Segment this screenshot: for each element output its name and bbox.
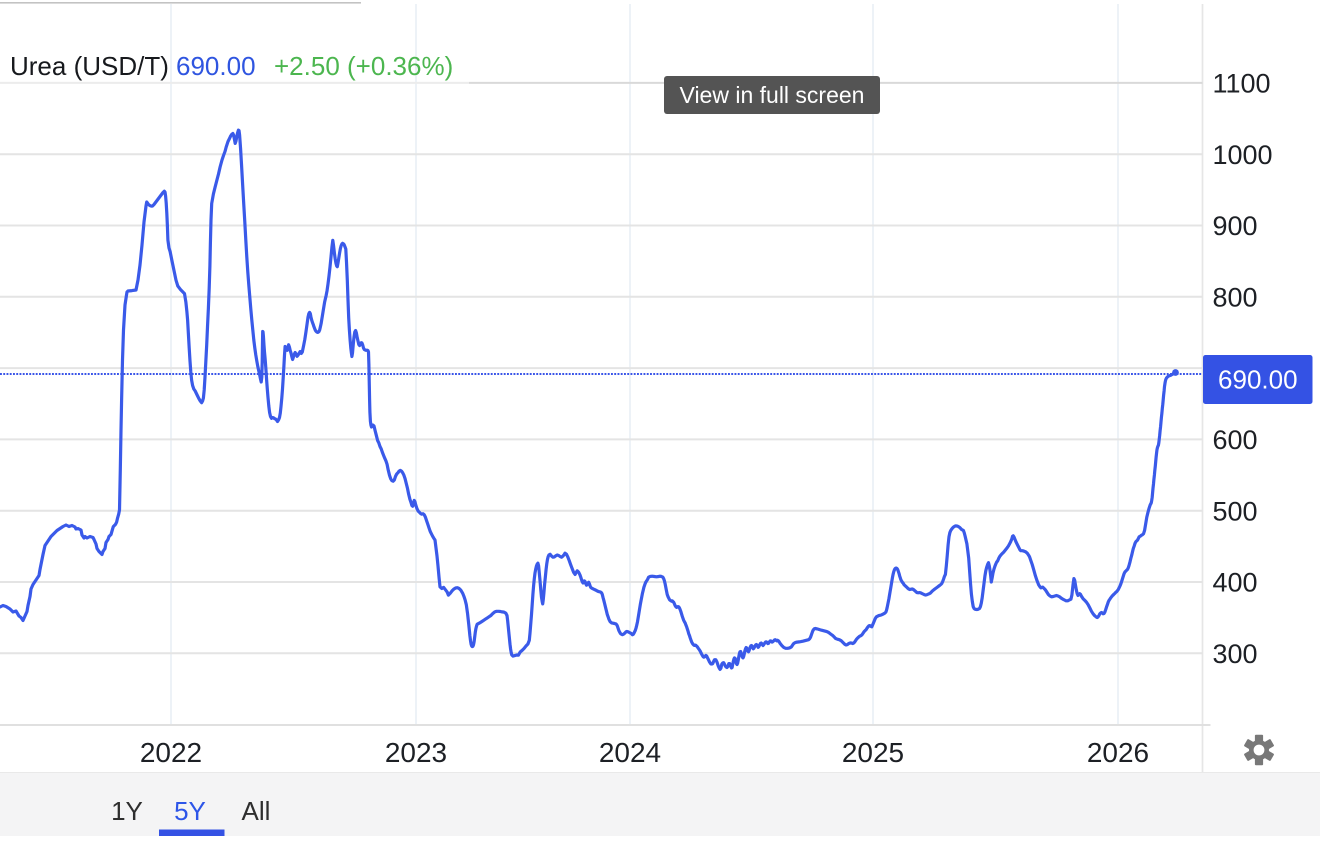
svg-text:2022: 2022 — [140, 737, 202, 768]
svg-text:800: 800 — [1213, 282, 1258, 312]
svg-text:View in full screen: View in full screen — [680, 82, 865, 108]
svg-text:+2.50 (+0.36%): +2.50 (+0.36%) — [274, 51, 453, 81]
svg-text:2026: 2026 — [1087, 737, 1149, 768]
svg-text:2023: 2023 — [385, 737, 447, 768]
svg-text:5Y: 5Y — [174, 796, 206, 826]
svg-text:1000: 1000 — [1213, 140, 1273, 170]
svg-text:Urea (USD/T): Urea (USD/T) — [10, 51, 169, 81]
svg-text:600: 600 — [1213, 425, 1258, 455]
svg-text:300: 300 — [1213, 639, 1258, 669]
svg-text:2025: 2025 — [842, 737, 904, 768]
svg-text:All: All — [242, 796, 271, 826]
svg-text:2024: 2024 — [599, 737, 661, 768]
svg-text:690.00: 690.00 — [1218, 365, 1298, 395]
svg-text:500: 500 — [1213, 496, 1258, 526]
svg-text:1100: 1100 — [1213, 69, 1271, 99]
svg-text:690.00: 690.00 — [176, 51, 256, 81]
svg-text:400: 400 — [1213, 568, 1258, 598]
svg-text:1Y: 1Y — [111, 796, 143, 826]
svg-text:900: 900 — [1213, 211, 1258, 241]
